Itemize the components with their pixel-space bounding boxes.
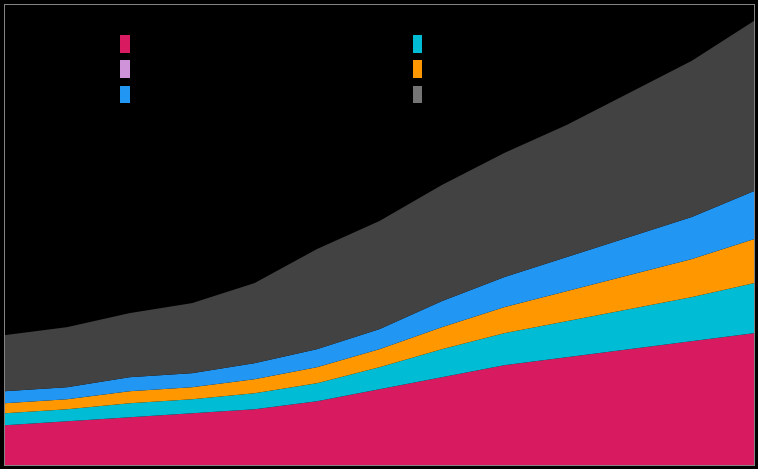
FancyBboxPatch shape xyxy=(121,86,130,103)
FancyBboxPatch shape xyxy=(413,35,422,53)
FancyBboxPatch shape xyxy=(121,61,130,78)
FancyBboxPatch shape xyxy=(413,86,422,103)
FancyBboxPatch shape xyxy=(413,61,422,78)
FancyBboxPatch shape xyxy=(121,35,130,53)
